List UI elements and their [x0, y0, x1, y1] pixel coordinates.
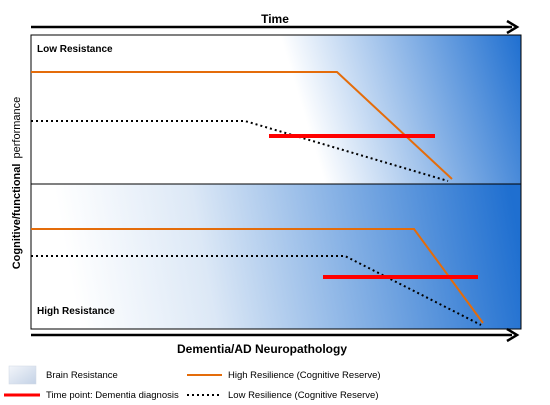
high-resistance-label: High Resistance	[37, 306, 115, 317]
time-label: Time	[261, 12, 289, 26]
time-arrow-head	[506, 19, 520, 35]
neuropathology-label: Dementia/AD Neuropathology	[177, 342, 347, 356]
bottom-low-resilience-line	[31, 255, 482, 326]
legend-dementia-diagnosis-label: Time point: Dementia diagnosis	[46, 390, 179, 401]
bottom-high-resilience-line	[31, 228, 484, 324]
legend: Brain Resistance Time point: Dementia di…	[4, 365, 381, 401]
legend-high-resilience-label: High Resilience (Cognitive Reserve)	[228, 370, 381, 381]
top-high-resilience-line	[31, 71, 453, 180]
low-resistance-label: Low Resistance	[37, 44, 113, 55]
legend-low-resilience-label: Low Resilience (Cognitive Reserve)	[228, 390, 378, 401]
neuropathology-axis: Dementia/AD Neuropathology	[31, 327, 520, 356]
y-axis-label: Cognitive/functional performance	[11, 97, 23, 270]
y-axis-label-part1: Cognitive/functional	[11, 164, 23, 270]
legend-brain-resistance-label: Brain Resistance	[46, 370, 118, 381]
top-panel-gradient	[31, 35, 521, 184]
time-axis: Time	[31, 12, 520, 35]
neuropathology-arrow-head	[506, 327, 520, 343]
top-panel	[30, 34, 522, 185]
y-axis-label-part2: performance	[11, 97, 23, 159]
legend-brain-resistance-swatch	[8, 365, 37, 385]
top-low-resilience-line	[31, 120, 449, 182]
